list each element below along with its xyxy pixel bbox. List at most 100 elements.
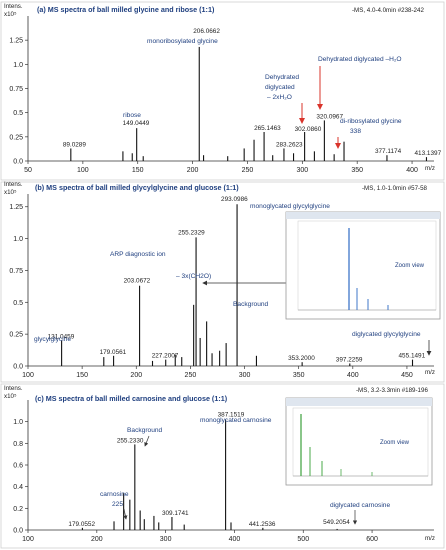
panel-c-annotations: monoglycated carnosine Background carnos… xyxy=(100,397,433,525)
y-tick-label: 0.8 xyxy=(13,441,23,448)
y-tick-label: 0.0 xyxy=(13,159,23,166)
x-tick-label: 300 xyxy=(239,372,251,379)
annotation-background-c: Background xyxy=(127,427,163,434)
x-tick-label: 150 xyxy=(132,167,144,174)
zoom-inset-b: Zoom view xyxy=(285,211,441,320)
annotation-dehydrated-2xh2o-line1: Dehydrated xyxy=(265,74,299,81)
y-tick-label: 1.25 xyxy=(9,204,23,211)
panel-c-peaks: 179.0552 255.2330 309.1741 387.1519 441.2536… xyxy=(68,412,350,530)
peak-label: 309.1741 xyxy=(162,510,189,517)
panel-a-ymultiplier: x10⁵ xyxy=(4,11,17,18)
peak-label: 293.0986 xyxy=(221,196,248,203)
panel-a-meta: -MS, 4.0-4.0min #238-242 xyxy=(352,7,424,14)
x-tick-label: 400 xyxy=(406,167,418,174)
panel-c-title: (c) MS spectra of ball milled carnosine … xyxy=(35,394,228,403)
x-tick-label: 50 xyxy=(24,167,32,174)
y-tick-label: 0.25 xyxy=(9,332,23,339)
peak-label: 377.1174 xyxy=(375,148,402,155)
annotation-arp-diagnostic-ion: ARP diagnostic ion xyxy=(110,251,166,258)
x-tick-label: 300 xyxy=(296,167,308,174)
panel-b-peaks: 131.0459 179.0561 203.0672 227.2007 255.2329… xyxy=(48,196,426,366)
panel-c: (c) MS spectra of ball milled carnosine … xyxy=(0,383,445,549)
arrow-carnosine xyxy=(123,508,128,520)
panel-a-annotations: monoribosylated glycine ribose Dehydrate… xyxy=(123,38,403,149)
x-tick-label: 200 xyxy=(91,536,103,543)
panel-c-ymultiplier: x10⁵ xyxy=(4,393,17,400)
y-tick-label: 0.5 xyxy=(13,300,23,307)
annotation-monoglycated-glycylglycine: monoglycated glycylglycine xyxy=(250,203,330,210)
x-tick-label: 400 xyxy=(229,536,241,543)
peak-label: 353.2000 xyxy=(288,355,315,362)
annotation-monoglycated-carnosine: monoglycated carnosine xyxy=(200,417,272,424)
x-tick-label: 400 xyxy=(347,372,359,379)
x-tick-label: 250 xyxy=(185,372,197,379)
annotation-dehydrated-2xh2o: Dehydrated diglycated – 2xH₂O xyxy=(265,74,301,101)
annotation-dehydrated-2xh2o-line2: diglycated xyxy=(265,84,295,91)
y-tick-label: 0.4 xyxy=(13,484,23,491)
x-tick-label: 300 xyxy=(160,536,172,543)
y-tick-label: 0.25 xyxy=(9,134,23,141)
panel-c-xlabel: m/z xyxy=(425,535,435,542)
peak-label: 455.1491 xyxy=(399,353,426,360)
panel-c-meta: -MS, 3.2-3.3min #189-196 xyxy=(356,387,428,394)
peak-label: 131.0459 xyxy=(48,334,75,341)
peak-label: 255.2329 xyxy=(178,229,205,236)
peak-label: 320.0967 xyxy=(316,113,343,120)
panel-b-title: (b) MS spectra of ball milled glycylglyc… xyxy=(35,183,239,192)
peak-label: 206.0662 xyxy=(193,28,220,35)
panel-b-axes: 100 150 200 250 300 350 400 450 0.0 0.25 0.5 0.75 1.… xyxy=(9,194,434,379)
y-tick-label: 0.75 xyxy=(9,86,23,93)
x-tick-label: 350 xyxy=(351,167,363,174)
y-tick-label: 0.6 xyxy=(13,463,23,470)
y-tick-label: 0.0 xyxy=(13,528,23,535)
panel-a: (a) MS spectra of ball milled glycine an… xyxy=(0,1,445,181)
panel-b-annotations: monoglycated glycylglycine ARP diagnosti… xyxy=(34,203,441,356)
x-tick-label: 200 xyxy=(187,167,199,174)
panel-c-ylabel: Intens. xyxy=(4,385,23,392)
annotation-carnosine: carnosine xyxy=(100,491,129,498)
peak-label: 179.0561 xyxy=(100,349,127,356)
panel-b-xlabel: m/z xyxy=(425,369,435,376)
peak-label: 89.0289 xyxy=(63,141,87,148)
peak-label: 179.0552 xyxy=(68,521,95,528)
annotation-diribosylated-line2: 338 xyxy=(350,128,361,135)
peak-label: 441.2536 xyxy=(249,521,276,528)
panel-b: (b) MS spectra of ball milled glycylglyc… xyxy=(0,181,445,383)
annotation-diglycated-glycylglycine: diglycated glycylglycine xyxy=(352,331,421,338)
annotation-diribosylated-line1: di-ribosylated glycine xyxy=(340,118,402,125)
peak-label: 283.2623 xyxy=(276,141,303,148)
peak-label: 387.1519 xyxy=(218,412,245,419)
peak-label: 302.0860 xyxy=(295,126,322,133)
peak-label: 549.2054 xyxy=(323,519,350,526)
x-tick-label: 250 xyxy=(242,167,254,174)
zoom-view-label-c: Zoom view xyxy=(380,440,410,446)
panel-b-meta: -MS, 1.0-1.0min #57-58 xyxy=(362,185,428,192)
annotation-dehydrated-2xh2o-line3: – 2xH₂O xyxy=(267,94,292,101)
x-tick-label: 200 xyxy=(130,372,142,379)
annotation-3x-ch2o: – 3x(CH2O) xyxy=(176,273,211,280)
x-tick-label: 600 xyxy=(366,536,378,543)
panel-a-peaks: 89.0289 149.0449 206.0662 265.1463 283.2623 3… xyxy=(63,28,442,161)
x-tick-label: 100 xyxy=(22,372,34,379)
peak-label: 255.2330 xyxy=(117,437,144,444)
y-tick-label: 0.75 xyxy=(9,268,23,275)
panel-b-ylabel: Intens. xyxy=(4,181,23,188)
zoom-inset-c: Zoom view xyxy=(285,397,433,486)
annotation-diribosylated-glycine: di-ribosylated glycine 338 xyxy=(340,118,403,135)
y-tick-label: 0.0 xyxy=(13,364,23,371)
annotation-diglycated-carnosine: diglycated carnosine xyxy=(330,502,390,509)
peak-label: 149.0449 xyxy=(123,120,150,127)
x-tick-label: 350 xyxy=(293,372,305,379)
peak-label: 265.1463 xyxy=(254,125,281,132)
panel-a-title: (a) MS spectra of ball milled glycine an… xyxy=(37,5,215,14)
annotation-dehydrated-h2o: Dehydrated diglycated –H₂O xyxy=(318,56,402,63)
x-tick-label: 450 xyxy=(401,372,413,379)
y-tick-label: 1.0 xyxy=(13,419,23,426)
peak-label: 397.2259 xyxy=(336,356,363,363)
panel-a-xlabel: m/z xyxy=(425,165,435,172)
x-tick-label: 100 xyxy=(77,167,89,174)
annotation-ribose: ribose xyxy=(123,112,141,119)
annotation-carnosine-mz: 225 xyxy=(112,501,123,508)
panel-a-ylabel: Intens. xyxy=(4,3,23,10)
